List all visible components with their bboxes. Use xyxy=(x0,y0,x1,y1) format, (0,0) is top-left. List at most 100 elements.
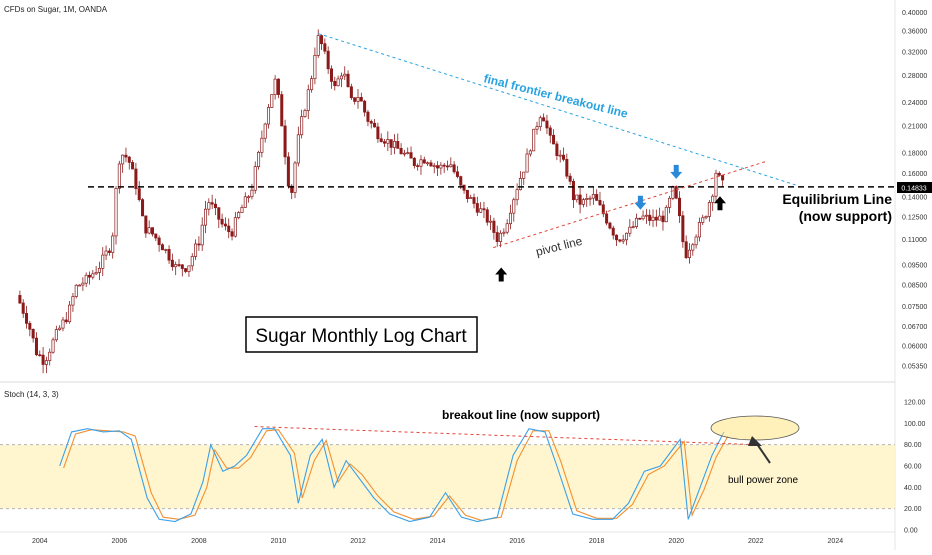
price-tick-label: 0.40000 xyxy=(902,10,927,17)
candle-down xyxy=(674,186,678,199)
candle-up xyxy=(266,107,271,125)
equilibrium-sublabel: (now support) xyxy=(799,208,892,224)
candle-down xyxy=(127,156,131,163)
candle-up xyxy=(591,194,595,199)
candle-up xyxy=(707,202,711,217)
candle-up xyxy=(585,198,589,200)
candle-down xyxy=(223,223,227,227)
candle-up xyxy=(515,189,519,201)
candle-up xyxy=(392,141,396,148)
candle-down xyxy=(157,237,161,246)
down-arrow-icon xyxy=(634,195,647,210)
candle-down xyxy=(359,97,363,102)
candle-up xyxy=(641,215,645,220)
candle-down xyxy=(605,213,609,224)
candle-down xyxy=(131,162,135,170)
price-tick-label: 0.21000 xyxy=(902,123,927,130)
bull-zone-label: bull power zone xyxy=(728,475,798,486)
candle-up xyxy=(310,78,314,91)
candle-up xyxy=(508,212,512,225)
candle-up xyxy=(260,137,264,153)
candle-up xyxy=(419,159,423,167)
candle-down xyxy=(389,139,393,148)
candle-up xyxy=(74,284,78,297)
candle-down xyxy=(654,216,658,221)
candle-down xyxy=(220,218,224,225)
candle-down xyxy=(717,172,721,176)
candle-down xyxy=(150,227,154,235)
candle-down xyxy=(598,200,602,206)
candle-down xyxy=(379,138,383,143)
candle-down xyxy=(144,215,148,234)
candle-up xyxy=(97,268,101,273)
candle-down xyxy=(638,217,642,220)
candle-down xyxy=(422,159,426,164)
candle-down xyxy=(465,189,469,200)
candle-up xyxy=(479,208,483,213)
time-tick-label: 2014 xyxy=(430,538,446,545)
candle-down xyxy=(366,111,370,122)
candle-up xyxy=(306,89,310,111)
price-tick-label: 0.14000 xyxy=(902,195,927,202)
candle-down xyxy=(552,134,556,145)
time-tick-label: 2012 xyxy=(350,538,366,545)
candle-down xyxy=(462,184,466,191)
candle-down xyxy=(329,68,333,82)
price-tick-label: 0.11000 xyxy=(902,237,927,244)
candle-up xyxy=(505,223,509,233)
candle-up xyxy=(54,329,58,341)
candle-up xyxy=(174,264,178,268)
candle-up xyxy=(558,154,562,157)
candle-up xyxy=(402,152,406,155)
candle-down xyxy=(107,250,111,253)
candle-up xyxy=(575,194,579,201)
candle-down xyxy=(595,194,599,201)
candle-up xyxy=(704,216,708,219)
candle-up xyxy=(406,152,410,154)
candle-up xyxy=(204,208,208,226)
candle-down xyxy=(369,121,373,124)
candle-up xyxy=(78,284,82,287)
stoch-tick-label: 100.00 xyxy=(904,421,926,428)
candle-up xyxy=(624,232,629,241)
candle-down xyxy=(578,194,582,205)
price-tick-label: 0.08500 xyxy=(902,282,927,289)
candle-down xyxy=(333,81,337,87)
candle-up xyxy=(293,162,297,193)
candle-up xyxy=(518,178,522,191)
candle-down xyxy=(445,165,450,168)
candle-down xyxy=(601,204,605,215)
candle-up xyxy=(101,254,105,269)
candle-up xyxy=(300,116,304,136)
candle-up xyxy=(303,110,307,117)
candle-down xyxy=(353,97,357,102)
candle-down xyxy=(568,175,572,182)
stoch-tick-label: 80.00 xyxy=(904,442,922,449)
candle-down xyxy=(661,215,665,223)
price-tick-label: 0.07500 xyxy=(902,304,927,311)
price-tick-label: 0.12500 xyxy=(902,214,927,221)
stoch-k-line xyxy=(59,428,725,523)
candle-down xyxy=(210,202,214,205)
candle-down xyxy=(618,239,622,242)
candle-up xyxy=(621,239,625,242)
down-arrow-icon xyxy=(670,164,683,179)
candle-down xyxy=(184,268,188,272)
candle-up xyxy=(250,189,254,198)
stoch-tick-label: 120.00 xyxy=(904,400,926,407)
candle-down xyxy=(376,126,380,140)
candle-up xyxy=(522,171,526,179)
candle-down xyxy=(409,152,413,159)
candle-down xyxy=(442,164,446,167)
candle-up xyxy=(525,153,529,173)
candle-up xyxy=(104,250,108,256)
candle-up xyxy=(237,212,241,218)
time-tick-label: 2010 xyxy=(271,538,287,545)
candle-up xyxy=(91,273,95,278)
candle-down xyxy=(134,168,138,189)
candle-up xyxy=(336,78,340,87)
candle-up xyxy=(532,128,536,152)
candle-up xyxy=(356,97,360,102)
candle-up xyxy=(263,123,267,139)
candle-down xyxy=(346,73,350,88)
